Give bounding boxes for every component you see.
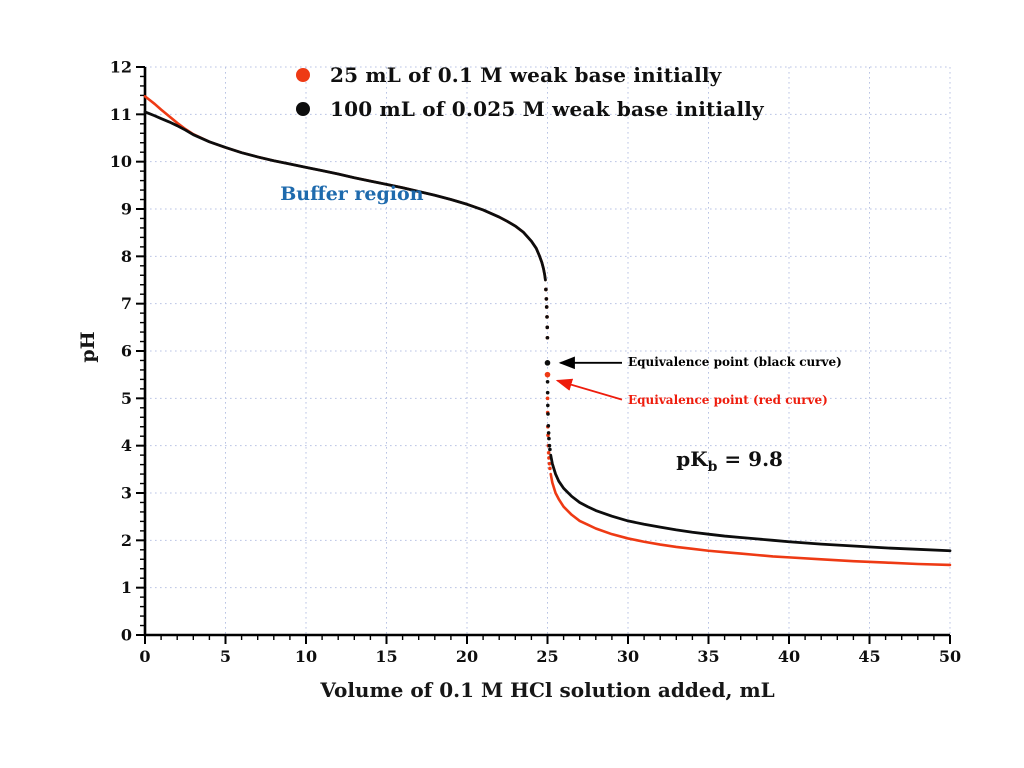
curve-black: [143, 110, 952, 553]
svg-text:45: 45: [858, 647, 880, 666]
pkb-value: = 9.8: [717, 446, 783, 471]
svg-text:10: 10: [110, 152, 132, 171]
svg-text:3: 3: [121, 484, 132, 503]
svg-text:2: 2: [121, 531, 132, 550]
svg-text:5: 5: [220, 647, 231, 666]
x-axis-title: Volume of 0.1 M HCl solution added, mL: [320, 678, 775, 702]
svg-text:12: 12: [110, 58, 132, 77]
legend-label-red-curve: 25 mL of 0.1 M weak base initially: [330, 63, 722, 87]
red-circle-marker-icon: [296, 68, 310, 82]
svg-text:50: 50: [939, 647, 961, 666]
equivalence-point-dot-red: [544, 371, 551, 378]
svg-text:0: 0: [139, 647, 150, 666]
grid: [145, 66, 951, 635]
svg-text:5: 5: [121, 389, 132, 408]
svg-text:35: 35: [697, 647, 719, 666]
svg-text:40: 40: [778, 647, 800, 666]
svg-text:9: 9: [121, 200, 132, 219]
pkb-label: pKb = 9.8: [676, 447, 783, 475]
buffer-region-label: Buffer region: [280, 182, 424, 205]
legend-item-black-curve: 100 mL of 0.025 M weak base initially: [296, 92, 764, 126]
svg-text:1: 1: [121, 578, 132, 597]
svg-text:8: 8: [121, 247, 132, 266]
black-circle-marker-icon: [296, 102, 310, 116]
equivalence-point-black-label: Equivalence point (black curve): [628, 354, 842, 369]
svg-text:10: 10: [295, 647, 317, 666]
svg-text:30: 30: [617, 647, 639, 666]
pkb-subscript: b: [707, 458, 718, 475]
svg-text:7: 7: [121, 294, 132, 313]
equivalence-red-arrow: [555, 378, 623, 401]
svg-text:0: 0: [121, 626, 132, 645]
svg-text:11: 11: [110, 105, 132, 124]
legend-label-black-curve: 100 mL of 0.025 M weak base initially: [330, 97, 764, 121]
equivalence-point-red-label: Equivalence point (red curve): [628, 392, 828, 407]
curve-red: [143, 95, 952, 567]
legend: 25 mL of 0.1 M weak base initially 100 m…: [296, 58, 764, 126]
svg-text:4: 4: [121, 436, 132, 455]
y-axis-title: pH: [77, 331, 99, 363]
ticks: [136, 66, 951, 644]
pkb-prefix: pK: [676, 446, 708, 471]
legend-item-red-curve: 25 mL of 0.1 M weak base initially: [296, 58, 764, 92]
svg-text:15: 15: [375, 647, 397, 666]
svg-text:6: 6: [121, 342, 132, 361]
equivalence-point-dot-black: [544, 360, 551, 366]
svg-text:25: 25: [536, 647, 558, 666]
svg-text:20: 20: [456, 647, 478, 666]
